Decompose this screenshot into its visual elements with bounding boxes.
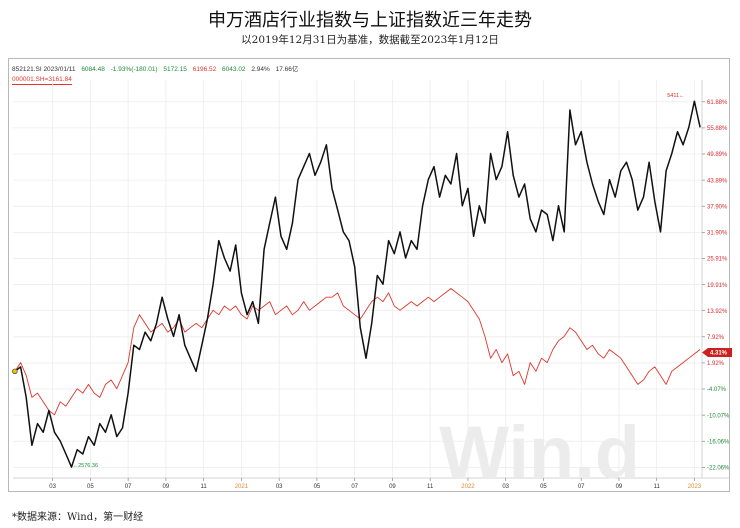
info-open: 5172.15 bbox=[163, 66, 187, 73]
series-line-industry_index bbox=[14, 100, 701, 468]
index-info-bar: 852121.SI 2023/01/11 6084.48 -1.93%(-180… bbox=[12, 63, 302, 73]
secondary-series-legend: 000001.SH=3161.84 bbox=[12, 76, 72, 85]
chart-title: 申万酒店行业指数与上证指数近三年走势 bbox=[208, 10, 532, 31]
x-tick-label: 11 bbox=[201, 484, 208, 490]
x-tick-label: 07 bbox=[125, 484, 132, 490]
grid-layer bbox=[13, 80, 730, 479]
start-point-marker bbox=[12, 368, 18, 374]
y-tick-label: 25.91% bbox=[707, 257, 728, 263]
last-value-tag bbox=[702, 348, 732, 358]
info-amplitude: 2.94% bbox=[251, 66, 270, 73]
chart-frame bbox=[8, 58, 730, 492]
y-tick-label: 31.90% bbox=[707, 231, 728, 237]
x-tick-label: 2021 bbox=[235, 484, 249, 490]
x-tick-label: 07 bbox=[578, 484, 585, 490]
info-close: 6084.48 bbox=[81, 66, 105, 73]
x-tick-label: 05 bbox=[87, 484, 94, 490]
y-tick-label: 49.89% bbox=[707, 152, 728, 158]
x-tick-label: 2022 bbox=[461, 484, 475, 490]
y-tick-label: 55.88% bbox=[707, 126, 728, 132]
y-tick-label: 19.91% bbox=[707, 283, 728, 289]
x-tick-label: 09 bbox=[163, 484, 170, 490]
info-high: 6196.52 bbox=[192, 66, 217, 73]
min-point-label: ←2576.36 bbox=[73, 463, 98, 469]
x-tick-label: 05 bbox=[314, 484, 321, 490]
x-tick-label: 07 bbox=[351, 484, 358, 490]
y-tick-label: -16.06% bbox=[707, 439, 730, 445]
x-tick-label: 03 bbox=[502, 484, 509, 490]
data-source-note: *数据来源：Wind，第一财经 bbox=[12, 512, 144, 523]
y-tick-label: 61.88% bbox=[707, 100, 728, 106]
chart-subtitle: 以2019年12月31日为基准，数据截至2023年1月12日 bbox=[241, 34, 499, 46]
x-axis-ticks: 03 05 07 09 11 2021 03 05 07 09 11 2022 03 05 07 09 11 20… bbox=[49, 478, 702, 490]
y-tick-label: -4.07% bbox=[707, 387, 727, 393]
x-tick-label: 03 bbox=[49, 484, 56, 490]
max-point-label: 5411← bbox=[667, 93, 684, 99]
info-change: -1.93%(-180.01) bbox=[110, 66, 158, 73]
y-tick-label: 43.89% bbox=[707, 178, 728, 184]
x-tick-label: 09 bbox=[616, 484, 623, 490]
info-low: 6043.02 bbox=[222, 66, 246, 73]
wind-watermark: Win.d bbox=[439, 411, 640, 494]
series-line-sse_index bbox=[14, 288, 701, 416]
series-layer bbox=[12, 100, 701, 468]
info-code: 852121.SI 2023/01/11 bbox=[12, 66, 76, 73]
y-tick-label: -22.06% bbox=[707, 466, 730, 472]
y-tick-label: 1.92% bbox=[707, 361, 725, 367]
y-tick-label: 37.90% bbox=[707, 204, 728, 210]
y-tick-label: 13.92% bbox=[707, 309, 728, 315]
x-tick-label: 09 bbox=[389, 484, 396, 490]
y-axis-ticks: 61.88% 55.88% 49.89% 43.89% 37.90% 31.90% 25.9… bbox=[702, 100, 730, 472]
y-tick-label: -10.07% bbox=[707, 413, 730, 419]
x-tick-label: 2023 bbox=[688, 484, 702, 490]
x-tick-label: 05 bbox=[540, 484, 547, 490]
x-tick-label: 11 bbox=[427, 484, 434, 490]
last-value-tag-label: 4.31% bbox=[710, 351, 728, 357]
y-tick-label: 7.92% bbox=[707, 335, 725, 341]
x-tick-label: 03 bbox=[276, 484, 283, 490]
info-turnover: 17.66亿 bbox=[275, 66, 299, 73]
annotation-layer: 5411← ←2576.36 4.31% bbox=[73, 93, 732, 469]
x-tick-label: 11 bbox=[654, 484, 661, 490]
